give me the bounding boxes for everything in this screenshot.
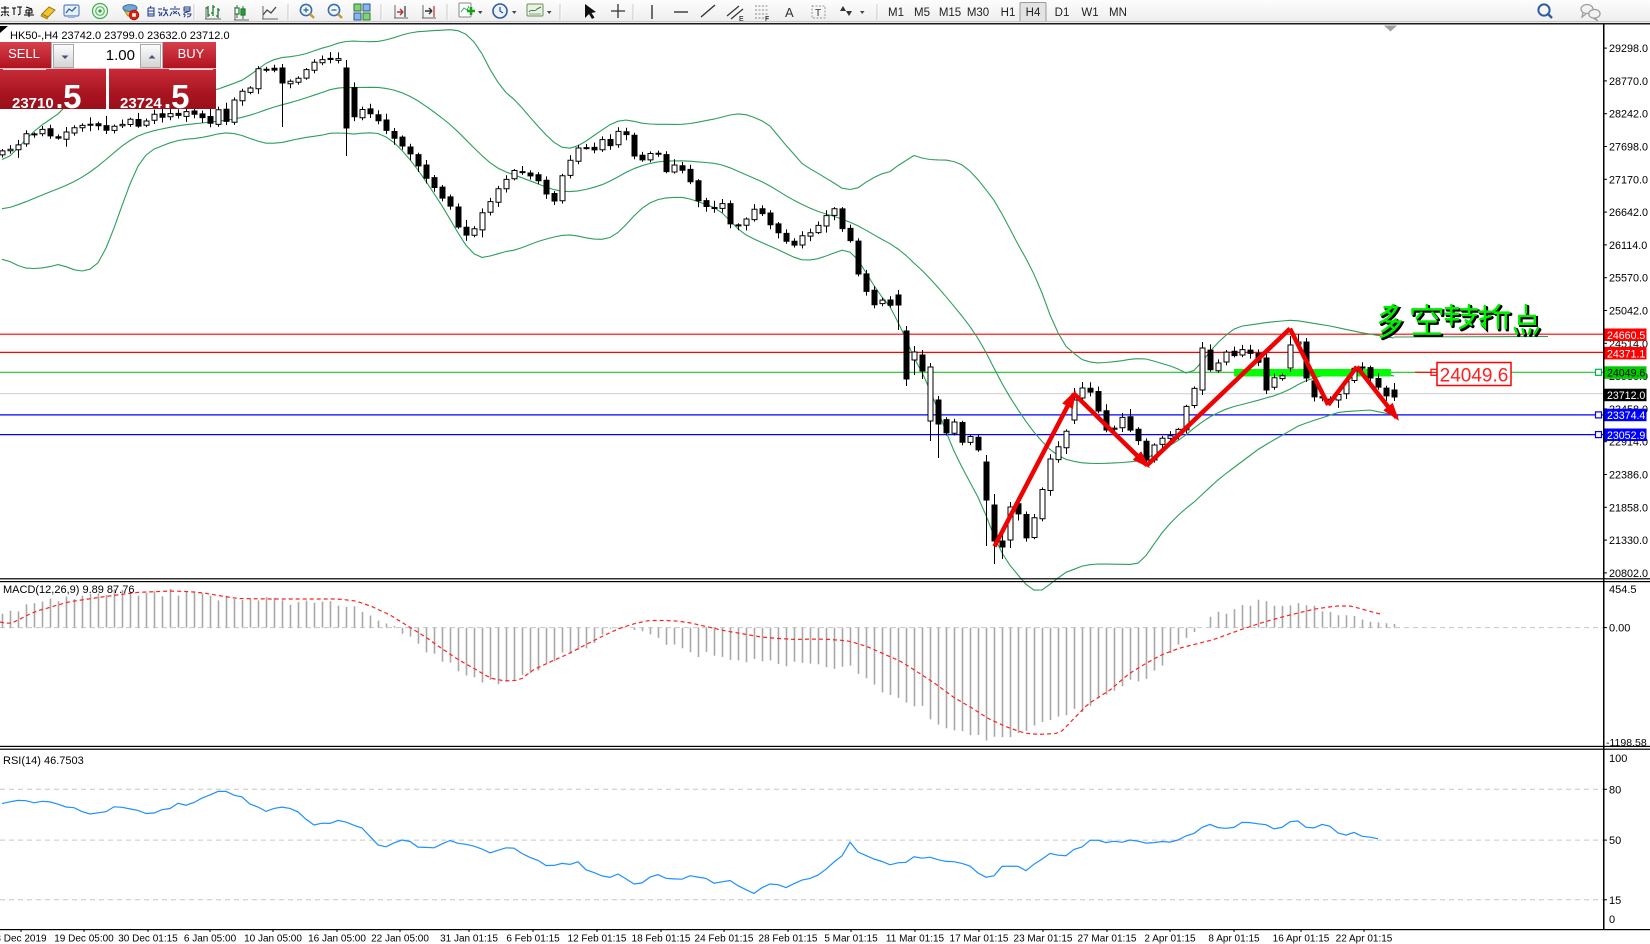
svg-text:30 Dec 01:15: 30 Dec 01:15 [118,934,178,944]
svg-text:28 Feb 01:15: 28 Feb 01:15 [759,934,818,944]
svg-text:M30: M30 [967,7,989,19]
svg-text:16 Jan 05:00: 16 Jan 05:00 [308,934,366,944]
svg-text:0.00: 0.00 [1609,623,1630,635]
svg-text:23052.9: 23052.9 [1607,430,1645,442]
svg-text:MN: MN [1109,7,1127,19]
svg-text:19 Dec 05:00: 19 Dec 05:00 [54,934,114,944]
svg-text:21330.0: 21330.0 [1609,535,1648,547]
svg-text:28770.0: 28770.0 [1609,76,1648,88]
svg-text:15: 15 [1609,895,1621,907]
svg-text:H4: H4 [1026,7,1041,19]
svg-text:12 Feb 01:15: 12 Feb 01:15 [568,934,627,944]
svg-text:M5: M5 [914,7,930,19]
svg-text:23374.4: 23374.4 [1607,410,1645,422]
svg-text:25042.0: 25042.0 [1609,306,1648,318]
svg-text:11 Mar 01:15: 11 Mar 01:15 [886,934,945,944]
svg-text:-1198.58: -1198.58 [1606,737,1647,749]
svg-text:F: F [765,16,769,23]
svg-text:H1: H1 [1001,7,1016,19]
svg-text:25570.0: 25570.0 [1609,273,1648,285]
svg-text:22 Jan 05:00: 22 Jan 05:00 [371,934,429,944]
svg-text:8 Apr 01:15: 8 Apr 01:15 [1208,934,1260,944]
svg-text:27698.0: 27698.0 [1609,142,1648,154]
svg-text:26114.0: 26114.0 [1609,240,1647,252]
svg-text:24049.6: 24049.6 [1440,366,1509,387]
svg-text:5 Mar 01:15: 5 Mar 01:15 [824,934,878,944]
svg-text:A: A [785,5,794,20]
svg-text:M15: M15 [939,7,961,19]
svg-text:MACD(12,26,9) 9.89 87.76: MACD(12,26,9) 9.89 87.76 [3,584,134,596]
svg-text:80: 80 [1609,784,1621,796]
svg-text:D1: D1 [1055,7,1070,19]
svg-text:24660.5: 24660.5 [1607,330,1645,342]
svg-text:29298.0: 29298.0 [1609,43,1648,55]
svg-text:18 Feb 01:15: 18 Feb 01:15 [632,934,691,944]
svg-text:6 Jan 05:00: 6 Jan 05:00 [184,934,237,944]
svg-text:24 Feb 01:15: 24 Feb 01:15 [695,934,754,944]
svg-text:HK50-,H4 23742.0 23799.0 2363: HK50-,H4 23742.0 23799.0 23632.0 23712.0 [10,30,230,42]
svg-text:16 Apr 01:15: 16 Apr 01:15 [1273,934,1330,944]
svg-text:E: E [739,16,744,23]
svg-text:3 Dec 2019: 3 Dec 2019 [0,934,47,944]
svg-text:20802.0: 20802.0 [1609,568,1648,580]
svg-text:21858.0: 21858.0 [1609,502,1648,514]
svg-text:RSI(14) 46.7503: RSI(14) 46.7503 [3,755,84,767]
svg-text:23 Mar 01:15: 23 Mar 01:15 [1014,934,1073,944]
svg-text:17 Mar 01:15: 17 Mar 01:15 [950,934,1009,944]
svg-text:W1: W1 [1081,7,1098,19]
svg-text:50: 50 [1609,835,1621,847]
svg-text:T: T [815,8,821,19]
svg-text:0: 0 [1609,914,1615,926]
svg-text:22 Apr 01:15: 22 Apr 01:15 [1336,934,1393,944]
svg-text:M1: M1 [888,7,904,19]
svg-text:10 Jan 05:00: 10 Jan 05:00 [244,934,302,944]
svg-text:31 Jan 01:15: 31 Jan 01:15 [440,934,498,944]
svg-text:2 Apr 01:15: 2 Apr 01:15 [1144,934,1196,944]
svg-text:24371.1: 24371.1 [1607,348,1645,360]
svg-text:28242.0: 28242.0 [1609,109,1648,121]
svg-text:6 Feb 01:15: 6 Feb 01:15 [506,934,560,944]
svg-text:24049.6: 24049.6 [1607,368,1645,380]
svg-text:26642.0: 26642.0 [1609,207,1648,219]
svg-text:27170.0: 27170.0 [1609,174,1648,186]
svg-text:454.5: 454.5 [1609,584,1637,596]
svg-text:22386.0: 22386.0 [1609,470,1648,482]
svg-text:23712.0: 23712.0 [1607,390,1645,402]
svg-text:27 Mar 01:15: 27 Mar 01:15 [1078,934,1137,944]
svg-text:100: 100 [1609,753,1627,765]
